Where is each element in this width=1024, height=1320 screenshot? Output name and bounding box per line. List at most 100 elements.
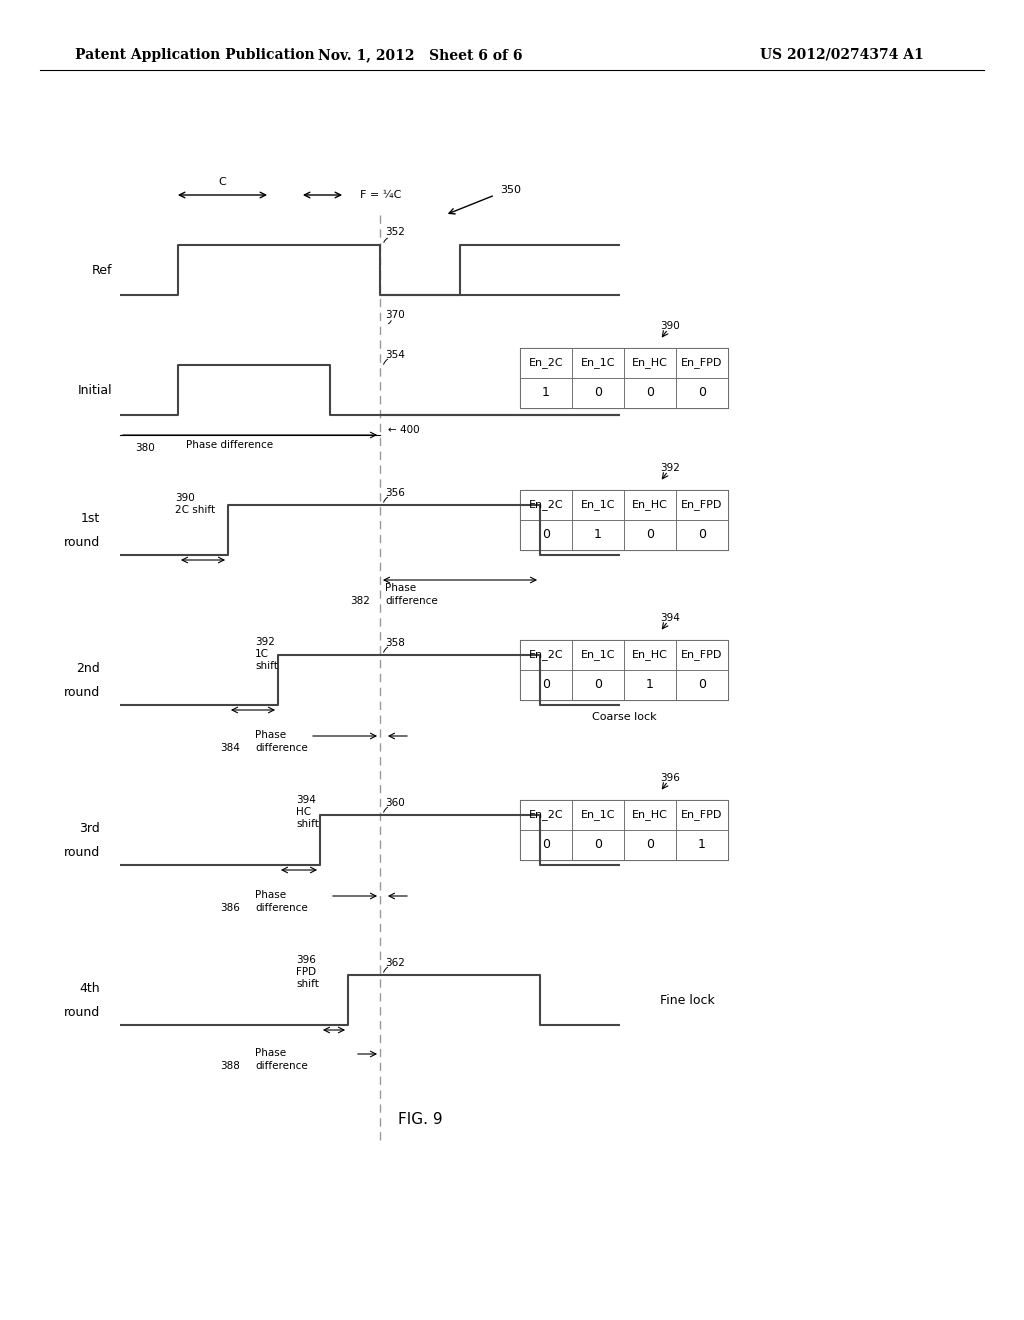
Text: En_HC: En_HC	[632, 358, 668, 368]
Text: 0: 0	[646, 838, 654, 851]
Bar	[520, 671, 572, 700]
Text: ← 400: ← 400	[388, 425, 420, 436]
Text: Fine lock: Fine lock	[660, 994, 715, 1006]
Text: 1: 1	[542, 387, 550, 400]
Text: round: round	[63, 685, 100, 698]
Text: Coarse lock: Coarse lock	[592, 711, 656, 722]
Text: 390: 390	[660, 321, 680, 331]
Text: 0: 0	[594, 387, 602, 400]
Bar	[520, 800, 728, 861]
Text: Phase: Phase	[255, 730, 286, 741]
Text: 0: 0	[594, 678, 602, 692]
Text: 2C shift: 2C shift	[175, 506, 215, 515]
Text: 0: 0	[646, 387, 654, 400]
Text: shift: shift	[296, 979, 318, 989]
Text: round: round	[63, 1006, 100, 1019]
Text: 3rd: 3rd	[79, 821, 100, 834]
Text: 394: 394	[296, 795, 315, 805]
Text: 356: 356	[385, 488, 404, 498]
Text: 354: 354	[385, 350, 404, 360]
Text: 386: 386	[220, 903, 240, 913]
Text: En_2C: En_2C	[528, 649, 563, 660]
Bar	[676, 830, 728, 861]
Text: US 2012/0274374 A1: US 2012/0274374 A1	[760, 48, 924, 62]
Text: En_2C: En_2C	[528, 358, 563, 368]
Text: difference: difference	[255, 903, 308, 913]
Text: 370: 370	[385, 310, 404, 319]
Text: 380: 380	[135, 444, 155, 453]
Text: 1: 1	[698, 838, 706, 851]
Text: FIG. 9: FIG. 9	[397, 1113, 442, 1127]
Bar	[520, 640, 728, 700]
Text: 0: 0	[594, 838, 602, 851]
Bar	[520, 830, 572, 861]
Bar	[676, 800, 728, 830]
Text: 362: 362	[385, 958, 404, 968]
Bar	[676, 640, 728, 671]
Text: Nov. 1, 2012   Sheet 6 of 6: Nov. 1, 2012 Sheet 6 of 6	[317, 48, 522, 62]
Text: 388: 388	[220, 1061, 240, 1071]
Text: 0: 0	[698, 528, 706, 541]
Text: difference: difference	[255, 1061, 308, 1071]
Text: 2nd: 2nd	[76, 661, 100, 675]
Text: En_FPD: En_FPD	[681, 809, 723, 821]
Bar	[676, 378, 728, 408]
Text: difference: difference	[255, 743, 308, 752]
Bar	[676, 671, 728, 700]
Text: Ref: Ref	[91, 264, 112, 276]
Text: round: round	[63, 536, 100, 549]
Bar	[520, 490, 728, 550]
Text: F = ¼C: F = ¼C	[360, 190, 401, 201]
Bar	[624, 671, 676, 700]
Bar	[520, 800, 572, 830]
Text: difference: difference	[385, 597, 437, 606]
Bar	[676, 520, 728, 550]
Bar	[572, 830, 624, 861]
Bar	[520, 348, 728, 408]
Bar	[520, 490, 572, 520]
Text: 392: 392	[660, 463, 680, 473]
Bar	[624, 640, 676, 671]
Text: 350: 350	[500, 185, 521, 195]
Bar	[572, 490, 624, 520]
Text: En_2C: En_2C	[528, 499, 563, 511]
Text: 1: 1	[646, 678, 654, 692]
Text: 394: 394	[660, 612, 680, 623]
Text: C: C	[218, 177, 226, 187]
Text: Phase: Phase	[385, 583, 416, 593]
Text: 352: 352	[385, 227, 404, 238]
Bar	[520, 348, 572, 378]
Text: 4th: 4th	[80, 982, 100, 994]
Text: En_2C: En_2C	[528, 809, 563, 821]
Text: 384: 384	[220, 743, 240, 752]
Text: FPD: FPD	[296, 968, 316, 977]
Bar	[572, 378, 624, 408]
Text: En_FPD: En_FPD	[681, 499, 723, 511]
Text: Initial: Initial	[78, 384, 112, 396]
Text: 396: 396	[660, 774, 680, 783]
Bar	[624, 490, 676, 520]
Bar	[572, 640, 624, 671]
Text: 1C: 1C	[255, 649, 269, 659]
Text: 0: 0	[698, 387, 706, 400]
Text: En_FPD: En_FPD	[681, 649, 723, 660]
Text: 382: 382	[350, 597, 370, 606]
Text: shift: shift	[296, 818, 318, 829]
Text: Phase: Phase	[255, 1048, 286, 1059]
Text: 390: 390	[175, 492, 195, 503]
Text: 0: 0	[698, 678, 706, 692]
Text: Phase: Phase	[255, 890, 286, 900]
Bar	[624, 830, 676, 861]
Text: 0: 0	[646, 528, 654, 541]
Text: Phase difference: Phase difference	[186, 440, 273, 450]
Text: 0: 0	[542, 678, 550, 692]
Text: En_1C: En_1C	[581, 649, 615, 660]
Text: En_FPD: En_FPD	[681, 358, 723, 368]
Bar	[624, 378, 676, 408]
Bar	[624, 348, 676, 378]
Bar	[676, 348, 728, 378]
Text: En_1C: En_1C	[581, 499, 615, 511]
Text: 392: 392	[255, 638, 274, 647]
Text: En_HC: En_HC	[632, 649, 668, 660]
Text: Patent Application Publication: Patent Application Publication	[75, 48, 314, 62]
